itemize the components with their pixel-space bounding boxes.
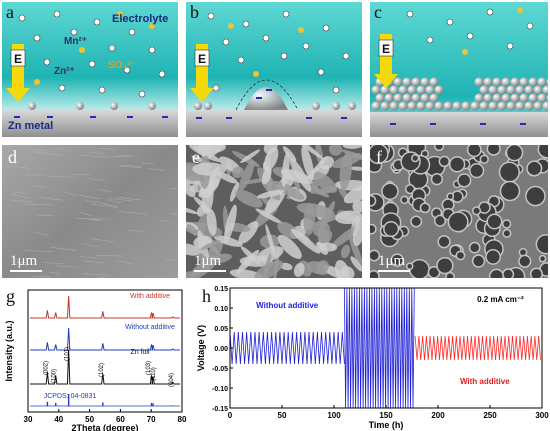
xrd-x-tick-label: 30 (24, 415, 33, 424)
voltage-y-axis-label: Voltage (V) (196, 325, 206, 371)
xrd-peak-label: (004) (169, 373, 175, 387)
legend-with-additive: With additive (460, 377, 510, 386)
legend-without-additive: Without additive (256, 301, 319, 310)
xrd-peak-label: (101) (65, 347, 71, 361)
xrd-x-tick-label: 60 (116, 415, 125, 424)
xrd-series-line (30, 295, 180, 319)
xrd-x-tick-label: 50 (85, 415, 94, 424)
xrd-series-line (30, 349, 180, 385)
scale-line-e (194, 270, 226, 272)
panel-b: E b (186, 2, 362, 137)
sem-image-f (370, 145, 548, 278)
sem-image-d (2, 145, 178, 278)
xrd-series-label: With additive (130, 293, 170, 300)
schematic-b: E (186, 2, 362, 137)
zn-metal-label: Zn metal (8, 120, 53, 132)
voltage-y-tick-label: 0.05 (214, 326, 228, 333)
voltage-y-tick-label: 0.00 (214, 346, 228, 353)
panel-h: 0 50 100 150 200 250 300 -0.15 -0.10 -0.05 0.00 0.0… (196, 284, 550, 431)
xrd-x-tick-label: 80 (178, 415, 187, 424)
panel-letter-g: g (6, 286, 15, 306)
xrd-x-axis-label: 2Theta (degree) (71, 423, 138, 431)
xrd-series-line (30, 327, 180, 351)
xrd-peak-label: (103) (146, 361, 152, 375)
xrd-y-axis-label: Intensity (a.u.) (4, 320, 14, 381)
svg-text:E: E (198, 52, 206, 66)
ions-a (18, 10, 166, 98)
scale-line-d (10, 270, 42, 272)
voltage-x-tick-label: 300 (535, 411, 549, 420)
mn-label: Mn²⁺ (64, 36, 87, 47)
voltage-y-tick-label: -0.15 (212, 406, 228, 413)
electrolyte-label: Electrolyte (112, 13, 168, 25)
voltage-chart: 0 50 100 150 200 250 300 -0.15 -0.10 -0.05 0.00 0.0… (196, 286, 549, 430)
panel-letter-c: c (374, 2, 382, 22)
ions-b (207, 10, 350, 94)
voltage-x-tick-label: 50 (278, 411, 287, 420)
field-arrow-a: E (6, 44, 30, 102)
series-without-additive-short-circuit (344, 287, 415, 409)
voltage-x-tick-label: 250 (483, 411, 497, 420)
svg-text:E: E (382, 42, 390, 56)
panel-d: d 1μm (2, 145, 178, 278)
voltage-y-tick-label: -0.10 (212, 386, 228, 393)
series-with-additive-line (414, 335, 541, 361)
xrd-chart: 30 40 50 60 70 80 2Theta (degree) Intensity (a.… (4, 289, 187, 431)
xrd-x-tick-label: 70 (147, 415, 156, 424)
xrd-peak-label: (100) (52, 369, 58, 383)
panel-letter-h: h (202, 286, 211, 306)
schematic-a: E Electrolyte Mn²⁺ Zn²⁺ SO₄²⁻ Zn metal (2, 2, 178, 137)
voltage-x-tick-label: 200 (431, 411, 445, 420)
xrd-peak-label: (110) (151, 367, 157, 381)
voltage-y-tick-label: -0.05 (212, 366, 228, 373)
panel-letter-d: d (8, 147, 17, 167)
field-arrow-c: E (374, 34, 398, 88)
xrd-series-label: Zn foil (130, 349, 150, 356)
field-arrow-b: E (190, 44, 214, 102)
sulfate-ions-a (34, 11, 155, 85)
voltage-x-axis-label: Time (h) (369, 420, 404, 430)
voltage-y-tick-label: 0.15 (214, 286, 228, 293)
scale-line-f (378, 270, 410, 272)
series-without-additive-line (229, 331, 345, 365)
panel-f: f 1μm (370, 145, 548, 278)
panel-letter-e: e (192, 147, 200, 167)
svg-text:E: E (14, 52, 22, 66)
sulfate-label: SO₄²⁻ (108, 60, 136, 71)
panel-letter-a: a (6, 2, 14, 22)
xrd-peak-label: (102) (99, 363, 105, 377)
panel-a: E Electrolyte Mn²⁺ Zn²⁺ SO₄²⁻ Zn metal a (2, 2, 178, 137)
deposited-zn-b (194, 102, 356, 110)
dendrite-seed-b (244, 87, 288, 110)
voltage-x-tick-label: 100 (327, 411, 341, 420)
xrd-series-label: Without additive (125, 324, 175, 331)
voltage-x-tick-label: 0 (228, 411, 233, 420)
voltage-x-tick-label: 150 (379, 411, 393, 420)
xrd-x-tick-label: 40 (54, 415, 63, 424)
uniform-deposit-c (371, 77, 548, 111)
scale-bar-f: 1μm (378, 253, 406, 269)
xrd-peak-label: (002) (43, 361, 49, 375)
panel-e: e 1μm (186, 145, 362, 278)
current-density-annotation: 0.2 mA cm⁻² (477, 295, 524, 304)
zn-ion-label: Zn²⁺ (54, 66, 75, 77)
voltage-y-tick-label: 0.10 (214, 306, 228, 313)
xrd-series-label: JCPDS: 04-0831 (44, 393, 97, 400)
scale-bar-e: 1μm (194, 253, 222, 269)
panel-letter-b: b (190, 2, 199, 22)
panel-g: 30 40 50 60 70 80 2Theta (degree) Intensity (a.… (0, 284, 190, 431)
scale-bar-d: 1μm (10, 253, 38, 269)
xrd-plot-frame (27, 289, 183, 413)
panel-letter-f: f (376, 147, 382, 167)
panel-c: E c (370, 2, 548, 137)
deposited-zn-a (28, 102, 156, 110)
sulfate-ions-b (228, 23, 304, 77)
sem-image-e (186, 145, 362, 278)
schematic-c: E (370, 2, 548, 137)
